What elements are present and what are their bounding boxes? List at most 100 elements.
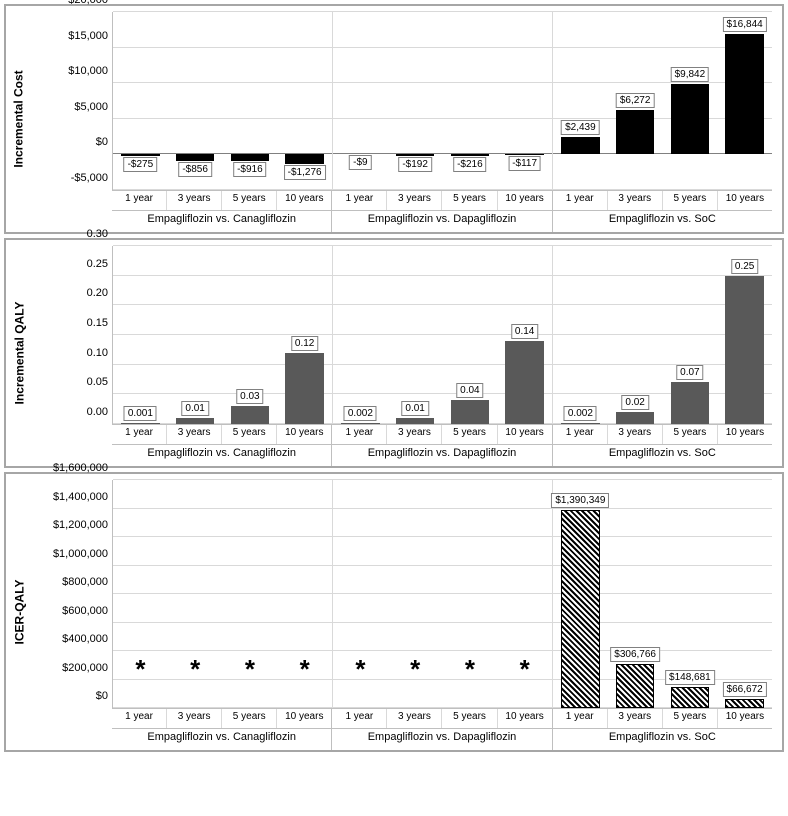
xlabel: 5 years bbox=[442, 425, 497, 444]
bar bbox=[671, 687, 709, 708]
data-label: $306,766 bbox=[610, 647, 660, 662]
xlabel: 1 year bbox=[553, 425, 608, 444]
panel-panel1: Incremental Cost -$5,000$0$5,000$10,000$1… bbox=[4, 4, 784, 234]
bar-slot: * bbox=[113, 480, 168, 708]
panel-panel2: Incremental QALY0.000.050.100.150.200.25… bbox=[4, 238, 784, 468]
bar bbox=[231, 154, 269, 161]
ytick: $1,600,000 bbox=[53, 462, 108, 474]
bar bbox=[725, 276, 763, 424]
data-label: 0.002 bbox=[344, 406, 377, 421]
bar-slot: -$856 bbox=[168, 12, 223, 190]
bar bbox=[341, 423, 379, 424]
xlabel: 5 years bbox=[663, 709, 718, 728]
group-label: Empagliflozin vs. SoC bbox=[553, 444, 772, 466]
bar bbox=[451, 400, 489, 424]
bar bbox=[561, 137, 599, 154]
group-label: Empagliflozin vs. Canagliflozin bbox=[112, 210, 332, 232]
bar bbox=[616, 664, 654, 708]
bar-slot: 0.002 bbox=[333, 246, 388, 424]
xlabel: 5 years bbox=[442, 709, 497, 728]
bar-slot: -$1,276 bbox=[277, 12, 332, 190]
bar-slot: $9,842 bbox=[663, 12, 718, 190]
data-label: -$192 bbox=[398, 157, 432, 172]
bar bbox=[616, 110, 654, 155]
data-label: $148,681 bbox=[665, 670, 715, 685]
group: 0.002 0.01 0.04 0.14 bbox=[333, 246, 553, 424]
xlabel: 5 years bbox=[222, 191, 277, 210]
bar-slot: $6,272 bbox=[608, 12, 663, 190]
bar-slot: $2,439 bbox=[553, 12, 608, 190]
data-label: -$117 bbox=[508, 156, 541, 171]
bar-slot: -$117 bbox=[497, 12, 552, 190]
xlabel: 3 years bbox=[167, 425, 222, 444]
group: -$275-$856-$916-$1,276 bbox=[113, 12, 333, 190]
xlabel: 5 years bbox=[663, 425, 718, 444]
data-label: 0.01 bbox=[181, 401, 208, 416]
ytick: $20,000 bbox=[68, 0, 108, 6]
data-label: $16,844 bbox=[723, 17, 767, 32]
bar-slot: 0.25 bbox=[717, 246, 772, 424]
xlabel: 3 years bbox=[608, 709, 663, 728]
group: **** bbox=[113, 480, 333, 708]
xlabel: 3 years bbox=[387, 191, 442, 210]
xlabel: 5 years bbox=[222, 709, 277, 728]
data-label: 0.25 bbox=[731, 259, 758, 274]
asterisk-marker: * bbox=[135, 654, 145, 685]
asterisk-marker: * bbox=[355, 654, 365, 685]
bar bbox=[561, 510, 599, 708]
bar-slot: $306,766 bbox=[608, 480, 663, 708]
bar-slot: * bbox=[277, 480, 332, 708]
xlabel: 1 year bbox=[112, 425, 167, 444]
bar-slot: 0.04 bbox=[443, 246, 498, 424]
bars-area-panel1: -$275-$856-$916-$1,276-$9-$192-$216-$117… bbox=[112, 12, 772, 190]
bar-slot: -$192 bbox=[388, 12, 443, 190]
ytick: 0.00 bbox=[87, 406, 108, 418]
bar-slot: 0.12 bbox=[277, 246, 332, 424]
bar-slot: 0.03 bbox=[223, 246, 278, 424]
xlabel: 10 years bbox=[718, 425, 772, 444]
bar-slot: 0.01 bbox=[168, 246, 223, 424]
asterisk-marker: * bbox=[520, 654, 530, 685]
bar bbox=[505, 341, 543, 424]
group-label: Empagliflozin vs. Canagliflozin bbox=[112, 728, 332, 750]
data-label: 0.07 bbox=[676, 365, 703, 380]
data-label: -$916 bbox=[233, 162, 267, 177]
ytick: 0.30 bbox=[87, 228, 108, 240]
ytick: $0 bbox=[96, 136, 108, 148]
bar bbox=[616, 412, 654, 424]
data-label: -$856 bbox=[178, 162, 212, 177]
ytick: 0.15 bbox=[87, 317, 108, 329]
bar-slot: 0.01 bbox=[388, 246, 443, 424]
yaxis-panel1: -$5,000$0$5,000$10,000$15,000$20,000 bbox=[32, 12, 112, 190]
xlabel: 10 years bbox=[498, 709, 552, 728]
bar bbox=[285, 154, 323, 163]
bar bbox=[671, 382, 709, 424]
group: $2,439 $6,272 $9,842 $16,844 bbox=[553, 12, 772, 190]
ytick: 0.25 bbox=[87, 258, 108, 270]
xlabel: 1 year bbox=[332, 425, 387, 444]
bar bbox=[505, 154, 543, 155]
data-label: $66,672 bbox=[723, 682, 767, 697]
xlabel: 3 years bbox=[167, 709, 222, 728]
data-label: $6,272 bbox=[616, 93, 655, 108]
ytick: $200,000 bbox=[62, 662, 108, 674]
group-label: Empagliflozin vs. Dapagliflozin bbox=[332, 728, 552, 750]
bars-area-panel3: ********$1,390,349$306,766$148,681$66,67… bbox=[112, 480, 772, 708]
xlabel: 10 years bbox=[718, 191, 772, 210]
xlabel: 3 years bbox=[167, 191, 222, 210]
bar bbox=[176, 154, 214, 160]
bar-slot: $1,390,349 bbox=[553, 480, 608, 708]
data-label: 0.002 bbox=[564, 406, 597, 421]
data-label: 0.14 bbox=[511, 324, 538, 339]
xlabel: 10 years bbox=[498, 191, 552, 210]
ytick: 0.05 bbox=[87, 376, 108, 388]
ylabel-panel3: ICER-QALY bbox=[12, 580, 26, 645]
xlabel: 3 years bbox=[387, 425, 442, 444]
xlabel: 1 year bbox=[553, 709, 608, 728]
data-label: 0.01 bbox=[401, 401, 428, 416]
bar-slot: 0.14 bbox=[497, 246, 552, 424]
ylabel-panel1: Incremental Cost bbox=[12, 70, 26, 167]
bar bbox=[671, 84, 709, 154]
group-label: Empagliflozin vs. Canagliflozin bbox=[112, 444, 332, 466]
bar-slot: 0.02 bbox=[608, 246, 663, 424]
